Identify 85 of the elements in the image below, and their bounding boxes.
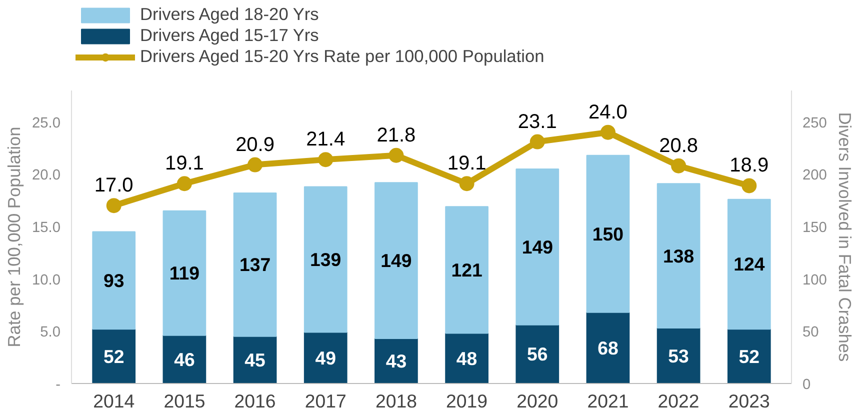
data-label: 20.8 (659, 134, 698, 157)
bar (656, 183, 700, 329)
data-label: 150 (592, 223, 624, 244)
data-label: 137 (239, 254, 271, 276)
y2-tick-label: 150 (802, 220, 827, 236)
data-label: 53 (668, 345, 689, 366)
x-tick-label: 2018 (375, 390, 417, 412)
y2-tick-label: 100 (802, 272, 827, 288)
point (600, 124, 616, 140)
data-label: 19.1 (164, 152, 204, 175)
y-tick-label: 25.0 (32, 115, 61, 132)
y-tick-label: 20.0 (32, 168, 61, 184)
data-label: 119 (169, 262, 200, 284)
bar (586, 154, 630, 313)
x-tick-label: 2022 (658, 390, 700, 412)
point (106, 198, 122, 214)
data-label: 52 (738, 346, 760, 367)
bar (727, 198, 771, 330)
data-label: 138 (662, 245, 694, 266)
legend-label: Drivers Aged 15-17 Yrs (140, 25, 319, 46)
y2-tick-label: 200 (802, 168, 827, 184)
bar (586, 312, 630, 384)
bar (92, 328, 136, 384)
x-tick-label: 2020 (516, 390, 558, 412)
data-label: 21.4 (306, 128, 346, 151)
data-label: 139 (310, 249, 342, 270)
data-label: 24.0 (588, 101, 628, 124)
data-label: 93 (103, 270, 124, 291)
data-label: 56 (527, 344, 548, 365)
point (671, 158, 686, 174)
bar (516, 324, 560, 384)
y-tick-label: 15.0 (32, 220, 61, 236)
bar (656, 328, 700, 384)
x-tick-label: 2016 (234, 390, 276, 412)
legend-label: Drivers Aged 15-20 Yrs Rate per 100,000 Population (140, 46, 544, 67)
y-axis-title: Rate per 100,000 Population (4, 126, 24, 348)
data-label: 23.1 (518, 110, 557, 133)
bar (374, 338, 418, 384)
bar (233, 192, 277, 337)
bar (304, 332, 348, 384)
data-label: 68 (598, 337, 618, 358)
data-label: 18.9 (730, 154, 769, 177)
bar (445, 332, 488, 384)
point (318, 152, 334, 168)
data-label: 45 (244, 349, 266, 370)
legend-label: Drivers Aged 18-20 Yrs (140, 4, 319, 25)
x-tick-label: 2014 (93, 390, 135, 412)
data-label: 49 (315, 347, 336, 368)
point (530, 134, 545, 150)
x-tick-label: 2017 (304, 390, 346, 412)
data-label: 149 (522, 236, 553, 258)
data-label: 149 (380, 250, 412, 272)
bar (727, 328, 771, 384)
bar (92, 231, 136, 330)
x-tick-label: 2015 (164, 390, 206, 412)
bar (516, 168, 560, 326)
x-tick-label: 2023 (728, 390, 770, 412)
data-label: 21.8 (376, 124, 416, 146)
data-label: 43 (386, 350, 407, 372)
data-label: 48 (456, 348, 478, 369)
x-tick-label: 2021 (587, 390, 629, 412)
bar (374, 182, 418, 340)
bar (445, 206, 488, 334)
data-label: 17.0 (94, 174, 134, 197)
bar (304, 186, 348, 333)
data-label: 20.9 (236, 134, 275, 156)
y-tick-label: 10.0 (32, 272, 61, 288)
y2-tick-label: 250 (802, 115, 827, 132)
point (248, 157, 263, 172)
x-tick-label: 2019 (446, 390, 488, 412)
point (176, 176, 192, 192)
y2-tick-label: 0 (802, 377, 811, 393)
data-label: 52 (103, 346, 124, 367)
data-label: 19.1 (447, 152, 486, 175)
y-tick-label: - (56, 377, 61, 393)
point (459, 176, 474, 192)
y2-axis-title: Divers Involved in Fatal Crashes (834, 112, 855, 362)
point (742, 178, 757, 194)
data-label: 46 (174, 348, 195, 370)
point (388, 148, 404, 163)
bar (162, 210, 206, 336)
y-tick-label: 5.0 (40, 324, 60, 341)
data-label: 121 (451, 259, 482, 280)
data-label: 124 (734, 254, 766, 275)
y2-tick-label: 50 (802, 324, 819, 341)
